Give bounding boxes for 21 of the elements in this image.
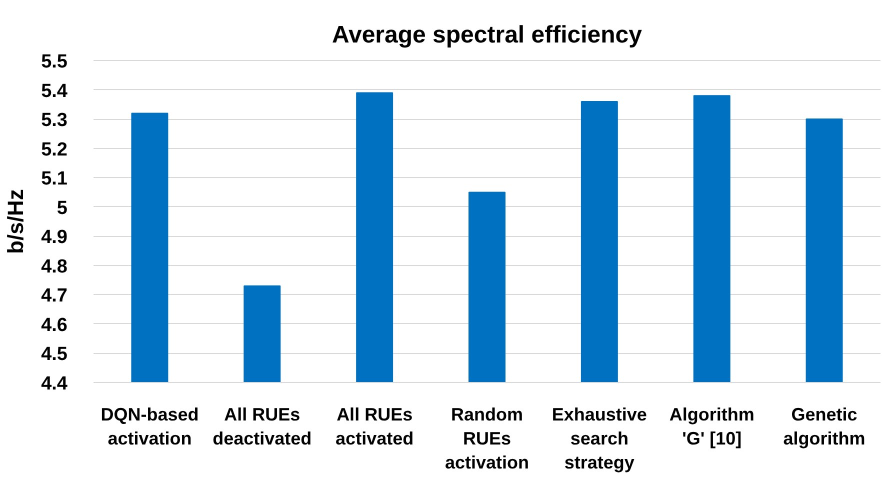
y-tick-label: 5.1: [41, 168, 68, 190]
y-tick-label: 4.6: [41, 314, 68, 336]
y-tick-label: 4.9: [41, 227, 68, 248]
y-tick-label: 5.3: [41, 110, 68, 132]
x-tick-label: All RUEs activated: [336, 404, 414, 448]
x-tick-label: Genetic algorithm: [783, 404, 866, 448]
y-tick-label: 5.2: [41, 139, 68, 160]
y-tick-label: 4.4: [41, 374, 68, 394]
x-tick-label: Algorithm 'G' [10]: [669, 404, 754, 448]
chart-title: Average spectral efficiency: [332, 22, 643, 48]
y-tick-label: 5.5: [41, 52, 68, 72]
y-tick-label: 4.7: [41, 286, 68, 307]
x-tick-label: Exhaustive search strategy: [552, 404, 647, 472]
x-tick-label: DQN-based activation: [100, 404, 199, 448]
y-tick-label: 4.8: [41, 256, 68, 278]
y-tick-label: 4.5: [41, 344, 68, 366]
x-tick-label: All RUEs deactivated: [212, 404, 312, 448]
y-tick-label: 5.4: [41, 80, 68, 102]
y-tick-label: 5: [56, 198, 68, 219]
y-axis-title: b/s/Hz: [3, 189, 28, 254]
x-tick-label: Random RUEs activation: [444, 404, 530, 472]
